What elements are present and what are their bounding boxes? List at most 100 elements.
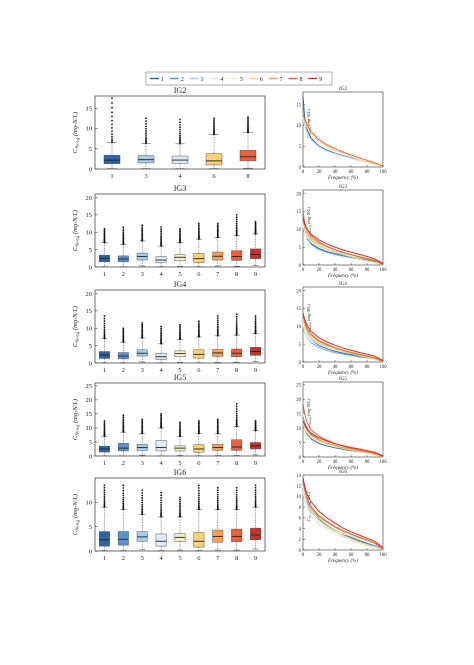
x-tick-label: 60 [349,268,354,273]
outlier [197,492,200,494]
outlier [254,486,257,489]
x-tick-label: 20 [317,170,322,175]
outlier [103,484,106,487]
box-1 [99,484,110,551]
outlier [160,506,163,508]
y-tick-label: 10 [86,230,93,237]
outlier [160,226,163,228]
box-body [117,443,129,452]
outlier [216,486,219,489]
outlier [197,230,200,233]
outlier [122,330,125,333]
outlier [254,318,257,321]
outlier [216,323,219,326]
plot-title: IG4 [174,280,186,289]
outlier [122,231,125,234]
box-2 [117,484,129,551]
box-body [155,533,167,547]
outlier [103,328,106,331]
y-tick-label: 5 [299,343,302,348]
legend-item-8: 8 [288,77,302,83]
box-body [155,440,167,452]
outlier [197,424,200,426]
outlier [197,227,200,230]
outlier [141,425,144,428]
outlier [254,325,257,328]
outlier [235,227,238,230]
y-tick-label: 20 [296,192,301,197]
box-6 [193,420,205,456]
outlier [160,420,163,422]
outlier [160,329,163,332]
outlier [122,425,125,428]
x-tick-label: 9 [254,555,257,562]
outlier [160,512,163,515]
outlier [122,233,125,236]
outlier [111,133,113,135]
outlier [197,325,200,328]
outlier [179,121,181,124]
outlier [141,505,144,508]
x-tick-label: 4 [159,367,163,374]
outlier [179,511,181,513]
x-tick-label: 80 [365,268,370,273]
outlier [141,491,144,494]
outlier [160,501,163,504]
outlier [213,125,215,128]
outlier [103,497,106,500]
outlier [145,132,147,135]
outlier [235,504,238,507]
x-tick-label: 40 [333,268,338,273]
x-tick-label: 2 [122,555,125,562]
outlier [216,225,219,228]
outlier [111,115,113,118]
outlier [247,122,249,125]
outlier [141,501,144,504]
outlier [235,493,238,496]
outlier [111,137,113,140]
x-tick-label: 7 [216,367,220,374]
outlier [111,111,113,114]
outlier [254,320,257,323]
outlier [179,329,181,332]
outlier [160,497,163,499]
x-tick-label: 4 [159,555,163,562]
plot-title: IG2 [174,86,186,95]
outlier [103,486,106,489]
y-tick-label: 4 [299,527,302,532]
outlier [235,419,238,422]
y-tick-label: 10 [86,425,93,432]
y-tick-label: 0 [299,549,302,554]
outlier [160,331,163,333]
box-body [193,532,205,548]
box-body [117,531,129,546]
outlier [160,228,163,231]
outlier [141,232,144,235]
x-tick-label: 0 [302,170,305,175]
outlier [111,141,113,143]
outlier [235,216,238,219]
plot-title: IG3 [174,184,186,193]
outlier [254,489,257,491]
y-tick-label: 25 [86,383,93,390]
outlier [179,230,181,233]
y-tick-label: 0 [89,548,92,555]
outlier [235,230,238,233]
box-7 [212,222,224,267]
outlier [216,418,219,421]
outlier [111,139,113,142]
outlier [103,423,106,426]
outlier [160,416,163,418]
box-6 [193,484,205,551]
outlier [235,501,238,504]
x-tick-label: 80 [365,170,370,175]
x-tick-label: 2 [122,460,125,467]
y-tick-label: 15 [296,307,301,312]
outlier [160,418,163,421]
outlier [216,503,219,505]
outlier [235,410,238,413]
legend: 1 2 3 4 5 6 7 8 9 [145,71,333,86]
